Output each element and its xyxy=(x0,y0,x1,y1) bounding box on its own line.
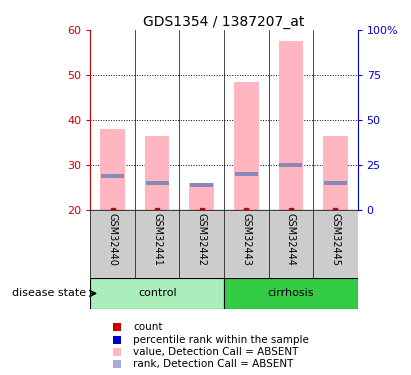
Bar xyxy=(224,278,358,309)
Bar xyxy=(90,278,224,309)
Bar xyxy=(279,163,302,167)
Bar xyxy=(189,183,214,210)
Bar xyxy=(100,129,125,210)
Bar xyxy=(101,174,124,178)
Text: GSM32443: GSM32443 xyxy=(241,213,251,266)
Text: control: control xyxy=(138,288,176,298)
Text: percentile rank within the sample: percentile rank within the sample xyxy=(133,334,309,345)
Text: count: count xyxy=(133,322,163,332)
Bar xyxy=(235,172,258,176)
Text: GSM32440: GSM32440 xyxy=(108,213,118,266)
Text: cirrhosis: cirrhosis xyxy=(268,288,314,298)
Bar xyxy=(279,41,303,210)
Text: GSM32445: GSM32445 xyxy=(330,213,340,266)
Bar xyxy=(234,82,259,210)
Bar xyxy=(145,181,169,185)
Text: GSM32441: GSM32441 xyxy=(152,213,162,266)
Bar xyxy=(323,136,348,210)
Text: value, Detection Call = ABSENT: value, Detection Call = ABSENT xyxy=(133,347,298,357)
Bar xyxy=(145,136,169,210)
Text: rank, Detection Call = ABSENT: rank, Detection Call = ABSENT xyxy=(133,359,293,369)
Text: GSM32444: GSM32444 xyxy=(286,213,296,266)
Bar xyxy=(324,181,347,185)
Title: GDS1354 / 1387207_at: GDS1354 / 1387207_at xyxy=(143,15,305,29)
Text: disease state: disease state xyxy=(12,288,86,298)
Text: GSM32442: GSM32442 xyxy=(197,213,207,266)
Bar xyxy=(190,183,213,187)
